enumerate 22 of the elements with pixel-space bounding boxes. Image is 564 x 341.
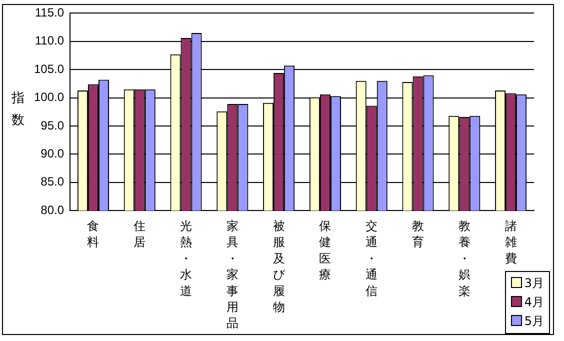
- y-tick-label: 100.0: [34, 90, 64, 104]
- x-tick-label: 被服及び履物: [272, 219, 286, 314]
- y-axis-title: 指数: [10, 90, 26, 130]
- y-tick-label: 95.0: [40, 118, 64, 132]
- x-tick-label: 保健医療: [319, 219, 332, 282]
- x-tick-label: 住居: [132, 219, 146, 250]
- x-tick-label: 食料: [87, 219, 100, 250]
- legend-label: 3月: [523, 275, 544, 292]
- x-tick-label: 交通・通信: [366, 219, 378, 298]
- legend-label: 4月: [523, 294, 544, 311]
- legend-label: 5月: [523, 313, 544, 330]
- x-tick-label: 教育: [412, 219, 424, 250]
- y-tick-label: 115.0: [34, 6, 64, 20]
- y-tick-label: 110.0: [34, 34, 64, 48]
- x-tick-label: 教養・娯楽: [458, 219, 470, 298]
- y-tick-label: 80.0: [40, 202, 64, 217]
- y-tick-label: 105.0: [34, 62, 64, 76]
- y-tick-label: 85.0: [40, 174, 64, 189]
- x-tick-label: 家具・家事用品: [226, 219, 238, 330]
- y-tick-label: 90.0: [40, 146, 64, 161]
- x-tick-label: 諸雑費: [504, 219, 517, 266]
- x-tick-label: 光熱・水道: [180, 219, 192, 298]
